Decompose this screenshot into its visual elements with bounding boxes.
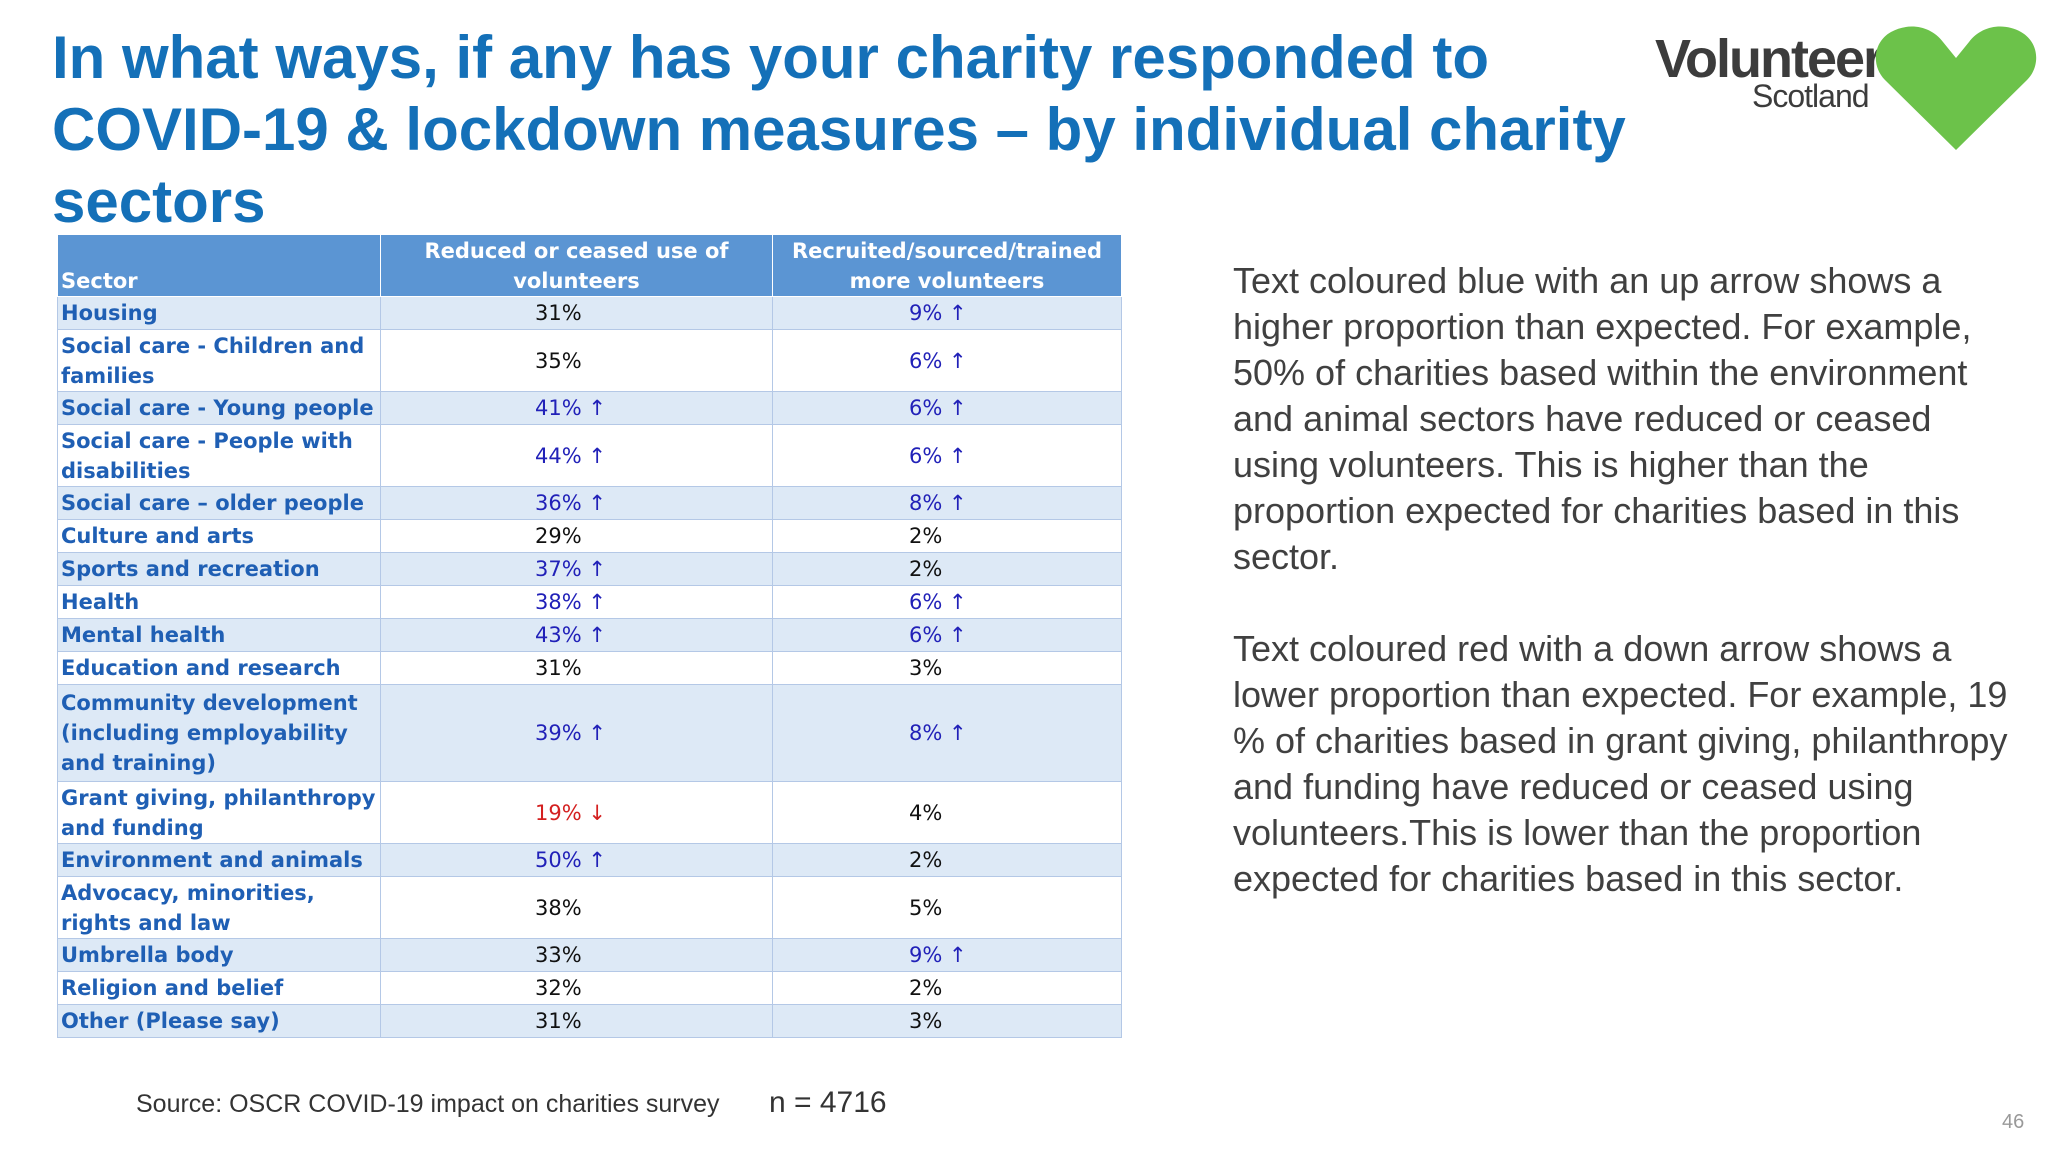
reduced-cell: 43% ↑: [380, 618, 773, 652]
logo-subtitle: Scotland: [1752, 78, 1870, 114]
reduced-cell: 38% ↑: [380, 585, 773, 619]
sector-cell: Social care – older people: [57, 486, 381, 520]
table-row: Education and research 31% 3%: [57, 651, 1122, 685]
table-row: Sports and recreation 37% ↑ 2%: [57, 552, 1122, 586]
table-row: Housing 31% 9% ↑: [57, 296, 1122, 330]
volunteer-scotland-logo: Volunteer Scotland: [1655, 22, 2040, 152]
sector-cell: Culture and arts: [57, 519, 381, 553]
sector-table: Sector Reduced or ceased use of voluntee…: [57, 234, 1122, 1038]
table-row: Religion and belief 32% 2%: [57, 971, 1122, 1005]
header-sector: Sector: [57, 234, 381, 297]
sector-cell: Social care - People with disabilities: [57, 424, 381, 487]
reduced-cell: 36% ↑: [380, 486, 773, 520]
recruited-cell: 8% ↑: [772, 486, 1122, 520]
reduced-cell: 41% ↑: [380, 391, 773, 425]
sector-cell: Sports and recreation: [57, 552, 381, 586]
sector-cell: Advocacy, minorities, rights and law: [57, 876, 381, 939]
recruited-cell: 3%: [772, 651, 1122, 685]
table-row: Social care - Children and families 35% 6%…: [57, 329, 1122, 392]
sector-cell: Mental health: [57, 618, 381, 652]
recruited-cell: 6% ↑: [772, 424, 1122, 487]
sector-cell: Community development (including employa…: [57, 684, 381, 782]
table-row: Social care - People with disabilities 44…: [57, 424, 1122, 487]
table-row: Culture and arts 29% 2%: [57, 519, 1122, 553]
sector-cell: Other (Please say): [57, 1004, 381, 1038]
table-row: Health 38% ↑ 6% ↑: [57, 585, 1122, 619]
sample-size: n = 4716: [769, 1086, 887, 1119]
reduced-cell: 32%: [380, 971, 773, 1005]
table-row: Other (Please say) 31% 3%: [57, 1004, 1122, 1038]
reduced-cell: 31%: [380, 296, 773, 330]
source-text: Source: OSCR COVID-19 impact on charitie…: [136, 1090, 720, 1118]
logo-wordmark: Volunteer: [1655, 29, 1884, 89]
recruited-cell: 6% ↑: [772, 329, 1122, 392]
recruited-cell: 2%: [772, 552, 1122, 586]
table-row: Mental health 43% ↑ 6% ↑: [57, 618, 1122, 652]
recruited-cell: 2%: [772, 519, 1122, 553]
table-body: Housing 31% 9% ↑ Social care - Children and…: [57, 296, 1122, 1038]
table-row: Advocacy, minorities, rights and law 38% 5…: [57, 876, 1122, 939]
recruited-cell: 3%: [772, 1004, 1122, 1038]
table-row: Umbrella body 33% 9% ↑: [57, 938, 1122, 972]
recruited-cell: 6% ↑: [772, 618, 1122, 652]
reduced-cell: 29%: [380, 519, 773, 553]
sector-cell: Housing: [57, 296, 381, 330]
recruited-cell: 4%: [772, 781, 1122, 844]
sector-cell: Education and research: [57, 651, 381, 685]
reduced-cell: 31%: [380, 1004, 773, 1038]
sector-cell: Health: [57, 585, 381, 619]
recruited-cell: 2%: [772, 843, 1122, 877]
recruited-cell: 6% ↑: [772, 585, 1122, 619]
reduced-cell: 38%: [380, 876, 773, 939]
reduced-cell: 39% ↑: [380, 684, 773, 782]
recruited-cell: 8% ↑: [772, 684, 1122, 782]
page-number: 46: [2002, 1111, 2025, 1133]
recruited-cell: 9% ↑: [772, 938, 1122, 972]
slide-title: In what ways, if any has your charity re…: [52, 24, 1626, 235]
reduced-cell: 31%: [380, 651, 773, 685]
sector-cell: Religion and belief: [57, 971, 381, 1005]
reduced-cell: 33%: [380, 938, 773, 972]
reduced-cell: 19% ↓: [380, 781, 773, 844]
recruited-cell: 2%: [772, 971, 1122, 1005]
table-row: Social care - Young people 41% ↑ 6% ↑: [57, 391, 1122, 425]
table-row: Social care – older people 36% ↑ 8% ↑: [57, 486, 1122, 520]
header-reduced: Reduced or ceased use of volunteers: [380, 234, 773, 297]
sector-cell: Environment and animals: [57, 843, 381, 877]
reduced-cell: 37% ↑: [380, 552, 773, 586]
note-higher: Text coloured blue with an up arrow show…: [1233, 260, 1972, 577]
table-row: Grant giving, philanthropy and funding 19…: [57, 781, 1122, 844]
sector-cell: Social care - Young people: [57, 391, 381, 425]
reduced-cell: 50% ↑: [380, 843, 773, 877]
heart-icon: [1875, 26, 2037, 150]
sector-cell: Umbrella body: [57, 938, 381, 972]
recruited-cell: 5%: [772, 876, 1122, 939]
recruited-cell: 9% ↑: [772, 296, 1122, 330]
reduced-cell: 35%: [380, 329, 773, 392]
table-row: Community development (including employa…: [57, 684, 1122, 782]
note-lower: Text coloured red with a down arrow show…: [1233, 628, 2008, 899]
recruited-cell: 6% ↑: [772, 391, 1122, 425]
table-row: Environment and animals 50% ↑ 2%: [57, 843, 1122, 877]
sector-cell: Social care - Children and families: [57, 329, 381, 392]
header-recruited: Recruited/sourced/trained more volunteer…: [772, 234, 1122, 297]
sector-cell: Grant giving, philanthropy and funding: [57, 781, 381, 844]
reduced-cell: 44% ↑: [380, 424, 773, 487]
